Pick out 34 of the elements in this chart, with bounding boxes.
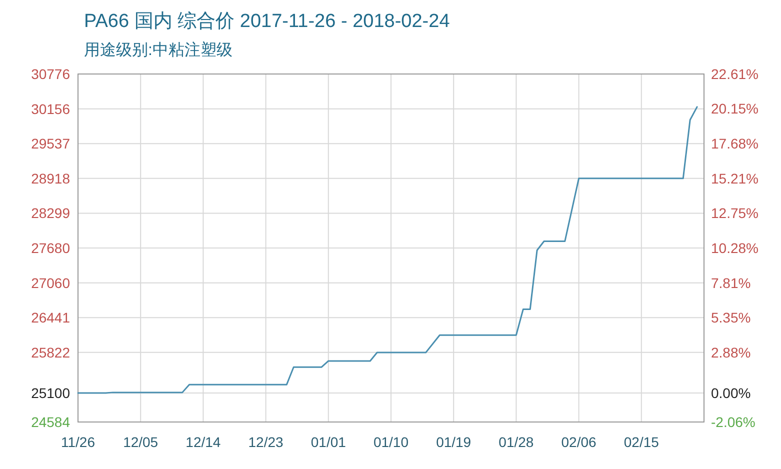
x-tick-label: 01/19 xyxy=(436,434,472,450)
x-tick-label: 11/26 xyxy=(61,434,96,450)
y-tick-label: 29537 xyxy=(31,136,70,152)
y2-tick-label: 5.35% xyxy=(711,309,751,326)
x-tick-label: 02/06 xyxy=(561,434,597,450)
y-tick-label: 28299 xyxy=(31,205,70,222)
chart-subtitle: 用途级别:中粘注塑级 xyxy=(84,41,232,59)
x-tick-label: 02/15 xyxy=(624,434,660,450)
y2-tick-label: 12.75% xyxy=(711,205,758,222)
y2-tick-label: 22.61% xyxy=(711,66,758,82)
chart-title: PA66 国内 综合价 2017-11-26 - 2018-02-24 xyxy=(84,11,450,32)
y2-tick-label: 20.15% xyxy=(711,100,758,117)
y-tick-label: 25822 xyxy=(31,344,70,360)
x-tick-label: 12/05 xyxy=(123,434,158,450)
x-tick-label: 12/23 xyxy=(248,434,284,450)
y-tick-label: 25100 xyxy=(31,385,70,401)
y2-tick-label: 2.88% xyxy=(711,344,751,360)
y-tick-label: 27680 xyxy=(31,240,70,256)
y2-tick-label: 0.00% xyxy=(711,384,751,401)
y-tick-label: 28918 xyxy=(31,170,70,186)
y-tick-label: 27060 xyxy=(31,274,70,291)
x-tick-label: 01/01 xyxy=(310,434,346,450)
y2-tick-label: 7.81% xyxy=(711,274,751,291)
x-tick-label: 12/14 xyxy=(186,434,221,450)
y2-tick-label: 17.68% xyxy=(711,136,758,152)
y2-tick-label: -2.06% xyxy=(711,414,756,430)
x-tick-label: 01/10 xyxy=(373,434,409,450)
y-tick-label: 30776 xyxy=(31,66,70,82)
y2-tick-label: 15.21% xyxy=(711,170,758,186)
y2-tick-label: 10.28% xyxy=(711,240,758,256)
x-tick-label: 01/28 xyxy=(498,434,534,450)
y-tick-label: 30156 xyxy=(31,100,70,117)
y-tick-label: 26441 xyxy=(31,310,70,326)
y-tick-label: 24584 xyxy=(31,414,70,430)
